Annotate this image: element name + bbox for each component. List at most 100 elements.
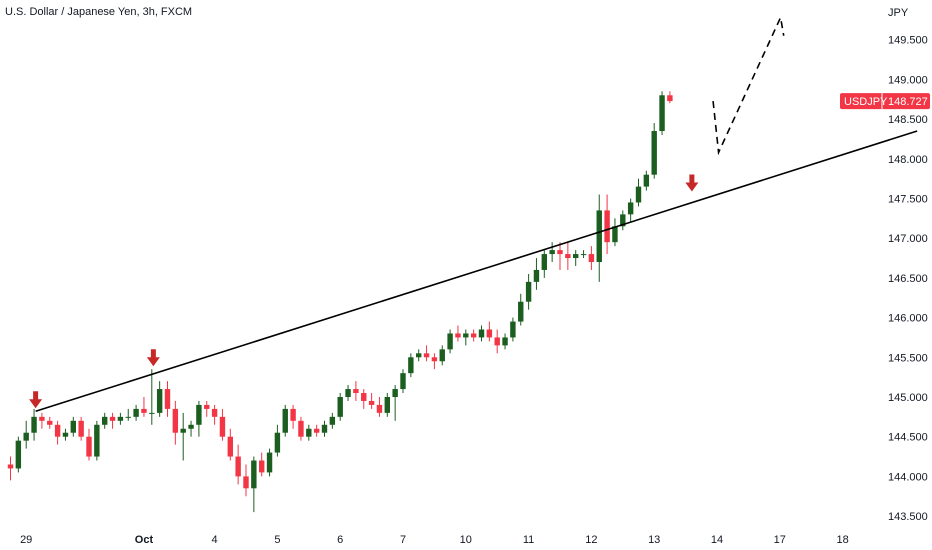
x-tick-label: 7 (400, 534, 406, 546)
candle-body (62, 432, 69, 437)
candle-body (659, 95, 665, 132)
candle-body (321, 424, 328, 433)
candle-body (533, 269, 540, 282)
candle-body (667, 95, 673, 102)
candle (211, 404, 218, 425)
projection-path[interactable] (712, 14, 785, 156)
candle-body (180, 428, 186, 433)
candle (274, 424, 281, 457)
candle-body (416, 353, 422, 358)
trendline[interactable] (35, 130, 918, 413)
y-tick-label: 149.000 (888, 74, 928, 86)
candle-body (94, 424, 100, 457)
candle-body (439, 349, 445, 362)
candle-body (502, 337, 508, 346)
candle (510, 317, 516, 342)
candle-body (164, 389, 171, 409)
y-tick-label: 145.000 (888, 392, 928, 404)
candle (486, 321, 493, 342)
candle-body (612, 226, 618, 243)
time-axis[interactable]: 29 Oct 4 5 6 7 10 11 12 13 14 17 18 (20, 534, 849, 546)
y-tick-label: 148.500 (888, 114, 928, 126)
x-tick-label: 10 (460, 534, 472, 546)
down-arrow-icon (29, 391, 43, 409)
candle-body (565, 254, 571, 259)
candle (321, 420, 328, 437)
candle (643, 170, 650, 191)
candle (667, 91, 673, 104)
candle (627, 198, 634, 223)
candle (470, 329, 477, 342)
candle (408, 353, 414, 378)
candle (180, 412, 186, 461)
candle (573, 250, 579, 266)
candle (635, 178, 642, 207)
candle (70, 416, 76, 437)
candle (125, 408, 131, 421)
candle-body (368, 400, 375, 405)
candle (431, 353, 438, 370)
candle (196, 400, 202, 437)
candle (259, 452, 265, 477)
candle (62, 428, 69, 441)
candle-body (588, 254, 595, 263)
candle (596, 194, 602, 282)
candle (23, 420, 29, 449)
candle-body (463, 333, 469, 338)
candle (525, 273, 532, 310)
candle-body (7, 464, 14, 469)
candle-body (86, 436, 92, 457)
y-tick-label: 147.500 (888, 193, 928, 205)
candle-body (651, 131, 657, 175)
candle (620, 210, 626, 231)
candle-body (47, 420, 53, 425)
candle (651, 123, 657, 179)
last-price-badge: USDJPY 148.727 (840, 93, 930, 110)
candle-body (251, 460, 257, 489)
candle (494, 329, 500, 354)
candle (282, 404, 288, 437)
candle-body (227, 436, 233, 457)
candle (455, 325, 461, 342)
y-tick-label: 146.000 (888, 313, 928, 325)
price-axis[interactable]: 149.500 149.000 148.500 148.000 147.500 147.0… (888, 35, 928, 523)
candle (447, 329, 453, 354)
candle (588, 246, 595, 270)
candle (290, 404, 296, 429)
candle (47, 416, 53, 429)
candle (133, 404, 139, 421)
candle-body (156, 389, 163, 413)
x-tick-label: Oct (135, 534, 154, 546)
candle (549, 242, 555, 263)
candle-body (329, 416, 336, 425)
candle (204, 400, 210, 417)
candle-body (219, 416, 226, 437)
candle (337, 393, 343, 421)
candle (439, 345, 445, 366)
touch-arrows (29, 174, 699, 409)
candle (243, 464, 249, 497)
candle-body (133, 408, 139, 417)
candle-body (290, 408, 296, 421)
candle (54, 420, 61, 445)
y-tick-label: 146.500 (888, 273, 928, 285)
candle-body (541, 254, 547, 270)
x-tick-label: 4 (212, 534, 218, 546)
candle (541, 250, 547, 278)
candle (329, 412, 336, 429)
candlestick-series (7, 91, 673, 513)
candle-body (211, 408, 218, 417)
candle (15, 436, 22, 473)
y-tick-label: 143.500 (888, 511, 928, 523)
candle (565, 242, 571, 270)
candle-body (494, 337, 500, 346)
candle (251, 456, 257, 513)
down-arrow-icon (685, 174, 699, 192)
x-tick-label: 11 (523, 534, 534, 546)
candle-body (70, 420, 76, 433)
candle-body (78, 420, 84, 437)
y-tick-label: 144.500 (888, 432, 928, 444)
candle (94, 420, 100, 461)
symbol-badge: USDJPY (844, 96, 888, 108)
